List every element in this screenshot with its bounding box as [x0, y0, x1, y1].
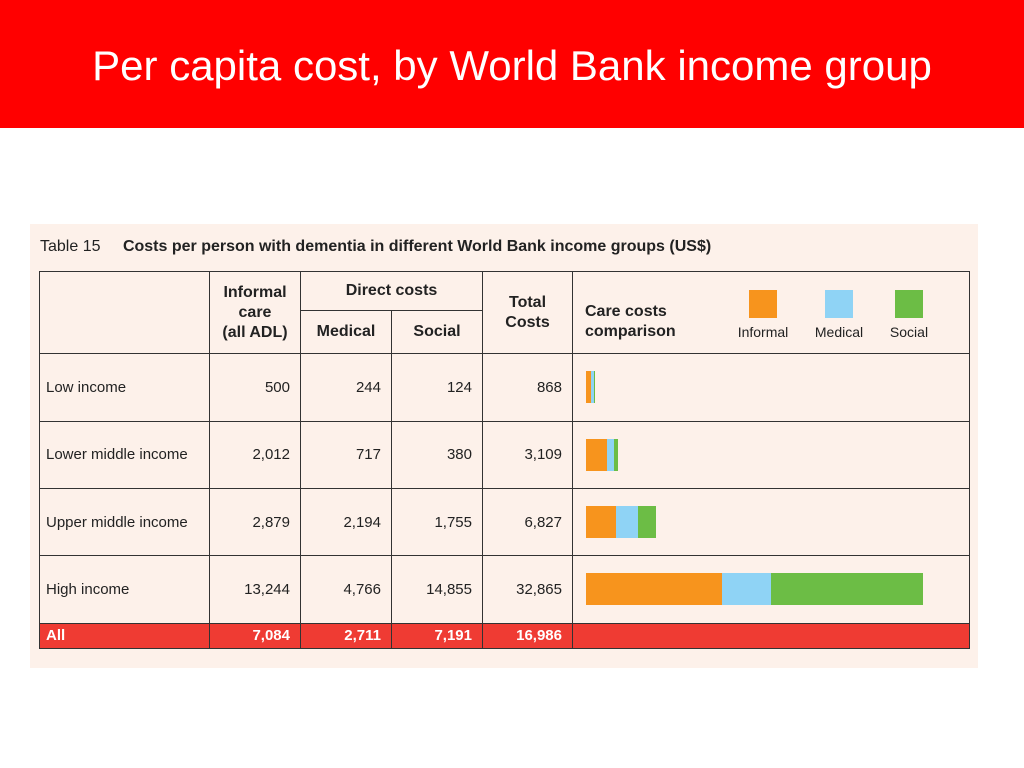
cell-medical: 2,194 — [300, 488, 392, 557]
bar-cell — [572, 420, 970, 490]
all-row: All 7,084 2,711 7,191 16,986 — [39, 622, 970, 650]
header-care-comparison: Care costs comparison Informal Medical S… — [572, 270, 970, 355]
bar-segment-medical — [615, 506, 638, 539]
bar-segment-informal — [586, 371, 592, 404]
cell-total: 868 — [482, 353, 573, 422]
legend-social: Social — [879, 290, 939, 342]
bar-segment-informal — [586, 438, 607, 471]
care-comparison-title: Care costs comparison — [585, 303, 676, 340]
table-row: Low income 500 244 124 868 — [39, 353, 970, 422]
bar-cell — [572, 353, 970, 422]
cell-medical: 244 — [300, 353, 392, 422]
cell-total: 6,827 — [482, 488, 573, 557]
bar-segment-medical — [721, 573, 771, 606]
bar-segment-social — [638, 506, 656, 539]
all-group: All — [39, 622, 210, 650]
bar-segment-social — [593, 371, 595, 404]
table-label: Table 15 — [40, 238, 101, 255]
bar-segment-social — [770, 573, 923, 606]
header-medical: Medical — [300, 310, 392, 355]
table-caption-text: Costs per person with dementia in differ… — [122, 238, 712, 255]
row-group: Low income — [39, 353, 210, 422]
legend-swatch-social — [895, 290, 923, 318]
header-total: Total Costs — [482, 270, 573, 355]
all-social: 7,191 — [391, 622, 483, 650]
table-row: High income 13,244 4,766 14,855 32,865 — [39, 555, 970, 624]
bar-segment-informal — [586, 506, 616, 539]
header-informal: Informal care (all ADL) — [209, 270, 301, 355]
legend-swatch-medical — [825, 290, 853, 318]
cell-medical: 4,766 — [300, 555, 392, 624]
cell-total: 32,865 — [482, 555, 573, 624]
cell-informal: 2,879 — [209, 488, 301, 557]
stacked-bar — [586, 371, 595, 404]
cell-informal: 2,012 — [209, 420, 301, 490]
table-row: Upper middle income 2,879 2,194 1,755 6,… — [39, 488, 970, 557]
bar-segment-informal — [586, 573, 722, 606]
cell-medical: 717 — [300, 420, 392, 490]
stacked-bar — [586, 438, 618, 471]
title-banner: Per capita cost, by World Bank income gr… — [0, 0, 1024, 128]
all-total: 16,986 — [482, 622, 573, 650]
table-row: Lower middle income 2,012 717 380 3,109 — [39, 420, 970, 490]
bar-cell — [572, 555, 970, 624]
header-direct-costs: Direct costs — [300, 270, 483, 312]
header-social: Social — [391, 310, 483, 355]
bar-segment-medical — [591, 371, 594, 404]
row-group: Lower middle income — [39, 420, 210, 490]
header-empty — [39, 270, 210, 355]
legend-medical: Medical — [809, 290, 869, 342]
row-group: Upper middle income — [39, 488, 210, 557]
legend-informal: Informal — [733, 290, 793, 342]
row-group: High income — [39, 555, 210, 624]
legend-swatch-informal — [749, 290, 777, 318]
bar-segment-medical — [606, 438, 614, 471]
bar-segment-social — [613, 438, 618, 471]
cell-informal: 500 — [209, 353, 301, 422]
cell-total: 3,109 — [482, 420, 573, 490]
cell-informal: 13,244 — [209, 555, 301, 624]
header-row-2: Medical Social — [40, 310, 970, 355]
table-caption: Table 15 Costs per person with dementia … — [40, 238, 711, 256]
all-bar-empty — [572, 622, 970, 650]
table-panel: Table 15 Costs per person with dementia … — [30, 224, 978, 668]
bar-cell — [572, 488, 970, 557]
cost-table: Informal care (all ADL) Direct costs Tot… — [39, 270, 970, 650]
header-row-1: Informal care (all ADL) Direct costs Tot… — [39, 270, 970, 355]
cell-social: 1,755 — [391, 488, 483, 557]
stacked-bar — [586, 573, 923, 606]
stacked-bar — [586, 506, 656, 539]
cell-social: 124 — [391, 353, 483, 422]
cell-social: 14,855 — [391, 555, 483, 624]
slide-title: Per capita cost, by World Bank income gr… — [92, 42, 932, 89]
all-medical: 2,711 — [300, 622, 392, 650]
all-informal: 7,084 — [209, 622, 301, 650]
cell-social: 380 — [391, 420, 483, 490]
